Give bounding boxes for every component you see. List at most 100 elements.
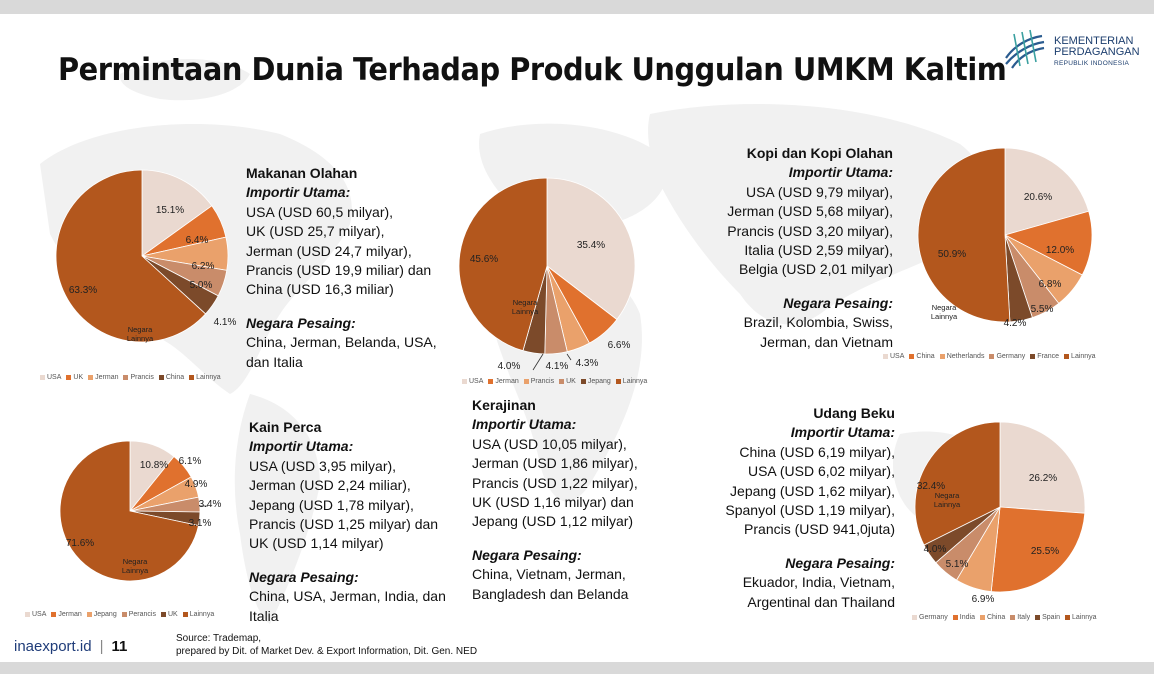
legend-swatch [40, 374, 45, 380]
page-title: Permintaan Dunia Terhadap Produk Unggula… [58, 52, 1007, 88]
legend-item-lainnya: Lainnya [182, 611, 214, 618]
legend-swatch [559, 378, 565, 384]
legend-kain-perca: USA Jerman Jepang Perancis UK Lainnya [25, 611, 219, 618]
legend-label: USA [47, 374, 62, 381]
legend-label: USA [469, 378, 484, 385]
importir-line: Jepang (USD 1,62 milyar), [730, 482, 895, 499]
slice-annotation-text: Lainnya [934, 500, 961, 509]
legend-item-netherlands: Netherlands [939, 353, 984, 360]
data-label-jerman: 6.2% [192, 261, 215, 272]
slice-annotation-text: Negara [935, 491, 960, 500]
block-makanan-olahan: Makanan Olahan Importir Utama: USA (USD … [246, 164, 437, 372]
pesaing-label: Negara Pesaing: [783, 294, 893, 311]
block-title: Makanan Olahan [246, 165, 358, 181]
legend-kopi: USA China Netherlands Germany France Lainnya [883, 353, 1101, 360]
legend-item-india: India [952, 614, 975, 621]
legend-label: Jerman [58, 611, 82, 618]
legend-label: Spain [1042, 614, 1061, 621]
legend-item-lainnya: Lainnya [189, 374, 221, 381]
importir-line: Belgia (USD 2,01 milyar) [738, 261, 893, 278]
importir-line: Prancis (USD 19,9 miliar) dan [246, 262, 432, 279]
data-label-germany: 5.5% [1031, 304, 1054, 315]
pie-slice-lainnya [914, 421, 1001, 546]
pie-slice-usa [546, 177, 636, 321]
pesaing-line: Italia [249, 607, 279, 624]
data-label-jerman: 6.6% [608, 340, 631, 351]
legend-label: UK [73, 374, 84, 381]
pie-slice-germany [999, 421, 1086, 514]
data-label-jerman: 6.1% [179, 456, 202, 467]
data-label-lainnya: 45.6% [470, 254, 498, 265]
data-label-china: 12.0% [1046, 245, 1074, 256]
importir-line: Jerman (USD 2,24 miliar), [249, 477, 411, 494]
pie-slice-china [1003, 210, 1093, 276]
legend-label: India [959, 614, 975, 621]
importir-line: Prancis (USD 941,0juta) [744, 521, 895, 538]
legend-swatch [989, 353, 995, 359]
legend-swatch [160, 611, 166, 617]
data-label-india: 25.5% [1031, 546, 1059, 557]
importir-line: UK (USD 1,16 milyar) dan [472, 494, 634, 511]
legend-item-lainnya: Lainnya [1064, 353, 1096, 360]
legend-item-spain: Spain [1035, 614, 1060, 621]
pesaing-line: China, USA, Jerman, India, dan [249, 588, 446, 605]
legend-item-prancis: Prancis [123, 374, 154, 381]
importir-line: USA (USD 3,95 milyar), [249, 457, 397, 474]
block-kain-perca: Kain Perca Importir Utama: USA (USD 3,95… [249, 418, 446, 626]
pesaing-label: Negara Pesaing: [785, 554, 895, 571]
importir-line: Prancis (USD 1,22 milyar), [472, 474, 638, 491]
data-label-jepang: 4.0% [498, 361, 521, 372]
pesaing-label: Negara Pesaing: [472, 546, 582, 563]
legend-item-usa: USA [25, 611, 46, 618]
importir-line: China (USD 6,19 milyar), [739, 443, 895, 460]
pesaing-line: China, Jerman, Belanda, USA, [246, 334, 437, 351]
legend-item-prancis: Prancis [523, 378, 554, 385]
legend-label: Germany [996, 353, 1026, 360]
importir-label: Importir Utama: [472, 416, 577, 433]
importir-line: China (USD 16,3 miliar) [246, 281, 394, 298]
legend-swatch [88, 374, 94, 380]
data-label-lainnya: 50.9% [938, 249, 966, 260]
legend-label: Italy [1017, 614, 1031, 621]
slice-annotation-text: Negara [128, 325, 153, 334]
data-label-china: 4.1% [214, 317, 237, 328]
legend-label: France [1037, 353, 1060, 360]
pie-slice-lainnya [55, 169, 207, 343]
legend-swatch [939, 353, 945, 359]
legend-item-china: China [979, 614, 1005, 621]
legend-swatch [123, 374, 129, 380]
data-label-usa: 20.6% [1024, 192, 1052, 203]
legend-swatch [883, 353, 888, 359]
legend-swatch [182, 611, 188, 617]
legend-swatch [979, 614, 985, 620]
logo-line-3: REPUBLIK INDONESIA [1054, 60, 1130, 67]
data-label-netherlands: 6.8% [1039, 279, 1062, 290]
pesaing-line: Brazil, Kolombia, Swiss, [743, 314, 893, 331]
slide: Permintaan Dunia Terhadap Produk Unggula… [0, 14, 1154, 662]
block-title: Kain Perca [249, 419, 322, 435]
leader-line [566, 353, 572, 361]
importir-label: Importir Utama: [788, 164, 893, 181]
pesaing-line: Jerman, dan Vietnam [760, 333, 893, 350]
pie-slice-lainnya [917, 147, 1011, 323]
importir-label: Importir Utama: [790, 424, 895, 441]
legend-label: UK [566, 378, 576, 385]
data-label-uk: 6.4% [186, 235, 209, 246]
block-title: Udang Beku [813, 405, 895, 421]
data-label-spain: 4.0% [924, 544, 947, 555]
pesaing-label: Negara Pesaing: [246, 314, 356, 331]
data-label-prancis: 4.3% [576, 358, 599, 369]
legend-label: Jepang [587, 378, 611, 385]
legend-udang-beku: Germany India China Italy Spain Lainnya [912, 614, 1102, 621]
legend-swatch [1064, 353, 1070, 359]
importir-line: USA (USD 10,05 milyar), [472, 435, 627, 452]
block-kopi: Kopi dan Kopi Olahan Importir Utama: USA… [700, 144, 893, 352]
legend-swatch [66, 374, 72, 380]
legend-item-jerman: Jerman [51, 611, 82, 618]
legend-makanan-olahan: USA UK Jerman Prancis China Lainnya [40, 374, 226, 381]
importir-line: Spanyol (USD 1,19 milyar), [725, 502, 895, 519]
data-label-perancis: 3.4% [199, 499, 222, 510]
legend-label: Perancis [128, 611, 156, 618]
legend-swatch [51, 611, 57, 617]
